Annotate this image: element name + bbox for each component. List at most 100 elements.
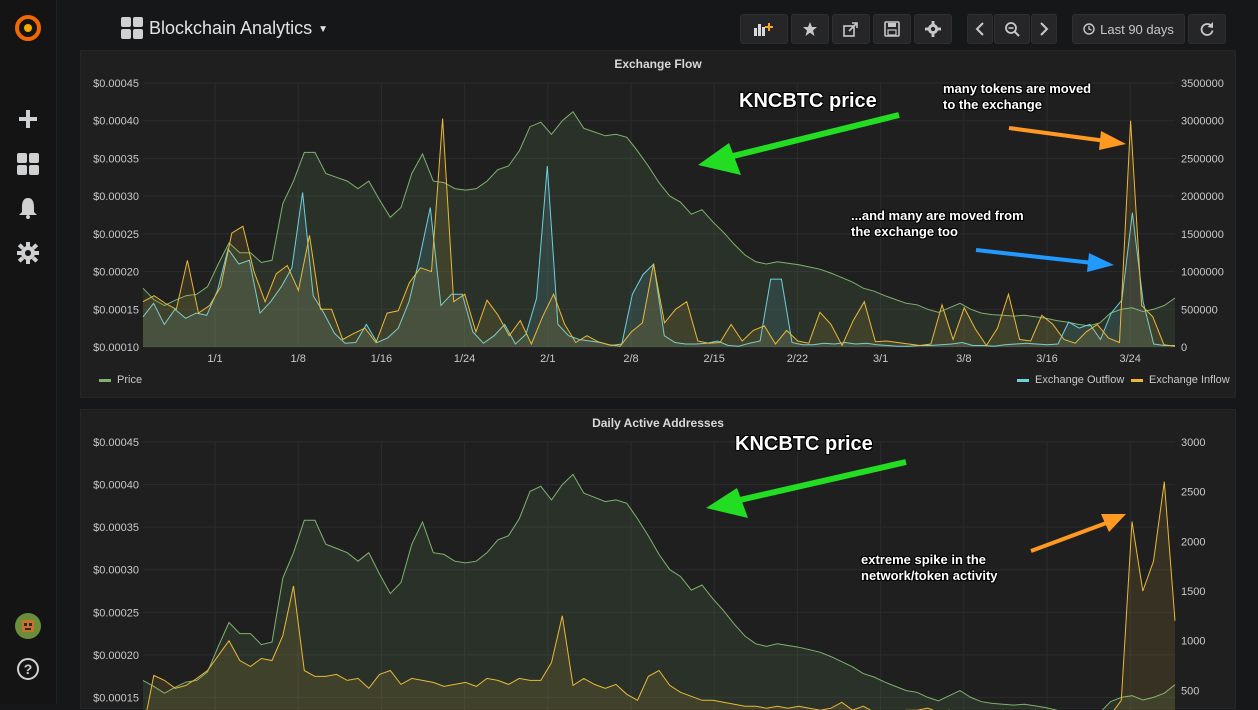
legend-swatch bbox=[1131, 378, 1143, 382]
caret-down-icon: ▼ bbox=[318, 24, 328, 35]
dashboards-icon[interactable] bbox=[12, 148, 44, 180]
refresh-icon bbox=[1200, 22, 1214, 36]
legend-swatch bbox=[99, 378, 111, 382]
y-left-tick-label: $0.00030 bbox=[93, 191, 139, 203]
save-button[interactable] bbox=[873, 14, 911, 44]
y-right-tick-label: 2000 bbox=[1181, 536, 1205, 548]
series-area bbox=[143, 118, 1175, 347]
x-tick-label: 3/16 bbox=[1036, 353, 1057, 365]
series-line bbox=[146, 481, 1176, 710]
x-tick-label: 1/8 bbox=[291, 353, 306, 365]
y-right-tick-label: 3000000 bbox=[1181, 116, 1224, 128]
y-left-tick-label: $0.00020 bbox=[93, 267, 139, 279]
y-left-tick-label: $0.00035 bbox=[93, 153, 139, 165]
y-right-tick-label: 1500 bbox=[1181, 586, 1205, 598]
help-icon[interactable]: ? bbox=[12, 653, 44, 685]
y-right-tick-label: 2500 bbox=[1181, 487, 1205, 499]
star-icon bbox=[803, 22, 817, 36]
x-tick-label: 2/22 bbox=[787, 353, 808, 365]
grafana-logo-icon[interactable] bbox=[12, 12, 44, 44]
chevron-right-icon bbox=[1040, 22, 1049, 36]
y-right-tick-label: 500000 bbox=[1181, 304, 1218, 316]
series-area bbox=[146, 481, 1175, 710]
y-left-tick-label: $0.00015 bbox=[93, 692, 139, 704]
add-panel-button[interactable] bbox=[740, 14, 788, 44]
series-line bbox=[142, 165, 1175, 347]
save-icon bbox=[884, 21, 900, 37]
y-left-tick-label: $0.00010 bbox=[93, 342, 139, 354]
legend-exchange-inflow[interactable]: Exchange Inflow bbox=[1131, 374, 1230, 386]
exchange-flow-chart[interactable]: $0.00010 $0.00015 $0.00020 $0.00025 $0.00030… bbox=[81, 51, 1237, 399]
annotation-knc-price: KNCBTC price bbox=[735, 433, 873, 455]
x-tick-label: 1/16 bbox=[371, 353, 392, 365]
x-tick-label: 3/1 bbox=[873, 353, 888, 365]
y-right-tick-label: 1500000 bbox=[1181, 229, 1224, 241]
add-panel-icon bbox=[754, 23, 773, 36]
panel-title[interactable]: Daily Active Addresses bbox=[592, 416, 724, 430]
y-right-tick-label: 3000 bbox=[1181, 437, 1205, 449]
panel-exchange-flow: Exchange Flow $0.00010 $0.00015 $0.00020 $0… bbox=[80, 50, 1236, 398]
y-right-tick-label: 3500000 bbox=[1181, 78, 1224, 90]
bell-icon[interactable] bbox=[12, 192, 44, 224]
avatar[interactable] bbox=[12, 610, 44, 642]
x-tick-label: 3/8 bbox=[956, 353, 971, 365]
y-right-tick-label: 1000000 bbox=[1181, 267, 1224, 279]
legend-price[interactable]: Price bbox=[99, 374, 142, 386]
share-button[interactable] bbox=[832, 14, 870, 44]
zoom-out-icon bbox=[1005, 22, 1020, 37]
y-left-tick-label: $0.00040 bbox=[93, 116, 139, 128]
legend-label: Price bbox=[117, 374, 143, 386]
clock-icon bbox=[1083, 23, 1095, 35]
chevron-left-icon bbox=[975, 22, 984, 36]
annotation-extreme-spike: extreme spike in the network/token activ… bbox=[861, 552, 998, 583]
legend-swatch bbox=[1017, 378, 1029, 382]
time-range-picker[interactable]: Last 90 days bbox=[1072, 14, 1185, 44]
series-line bbox=[142, 110, 1176, 327]
series-line bbox=[142, 118, 1176, 347]
x-tick-label: 1/24 bbox=[454, 353, 475, 365]
series-area bbox=[143, 474, 1175, 710]
y-right-tick-label: 500 bbox=[1181, 685, 1199, 697]
y-left-tick-label: $0.00015 bbox=[93, 304, 139, 316]
time-forward-button[interactable] bbox=[1031, 14, 1057, 44]
annotation-tokens-from-exchange: ...and many are moved from the exchange … bbox=[851, 208, 1024, 239]
time-range-label: Last 90 days bbox=[1100, 21, 1174, 37]
y-left-tick-label: $0.00025 bbox=[93, 229, 139, 241]
dashboard-title: Blockchain Analytics bbox=[149, 17, 313, 38]
y-left-tick-label: $0.00030 bbox=[93, 565, 139, 577]
svg-text:?: ? bbox=[24, 661, 33, 677]
refresh-button[interactable] bbox=[1188, 14, 1226, 44]
y-right-tick-label: 0 bbox=[1181, 342, 1187, 354]
share-icon bbox=[843, 22, 858, 37]
gear-icon[interactable] bbox=[12, 237, 44, 269]
y-left-tick-label: $0.00025 bbox=[93, 607, 139, 619]
y-right-tick-label: 2000000 bbox=[1181, 191, 1224, 203]
x-tick-label: 2/8 bbox=[623, 353, 638, 365]
panel-title[interactable]: Exchange Flow bbox=[614, 57, 702, 71]
y-right-tick-label: 2500000 bbox=[1181, 153, 1224, 165]
gear-icon bbox=[925, 21, 941, 37]
x-tick-label: 2/1 bbox=[540, 353, 555, 365]
y-left-tick-label: $0.00035 bbox=[93, 522, 139, 534]
legend-label: Exchange Outflow bbox=[1035, 374, 1125, 386]
series-area bbox=[143, 111, 1175, 347]
time-back-button[interactable] bbox=[967, 14, 993, 44]
dashboard-picker[interactable]: Blockchain Analytics ▼ bbox=[121, 17, 328, 39]
settings-button[interactable] bbox=[914, 14, 952, 44]
annotation-knc-price: KNCBTC price bbox=[739, 90, 877, 112]
y-left-tick-label: $0.00020 bbox=[93, 650, 139, 662]
legend-exchange-outflow[interactable]: Exchange Outflow bbox=[1017, 374, 1124, 386]
x-tick-label: 3/24 bbox=[1119, 353, 1140, 365]
sidebar: ? bbox=[0, 0, 57, 704]
y-left-tick-label: $0.00045 bbox=[93, 437, 139, 449]
series-area bbox=[143, 166, 1175, 347]
zoom-out-button[interactable] bbox=[994, 14, 1030, 44]
y-left-tick-label: $0.00040 bbox=[93, 480, 139, 492]
panel-daily-active-addresses: Daily Active Addresses $0.00015 $0.00020 $… bbox=[80, 409, 1237, 710]
annotation-tokens-to-exchange: many tokens are moved to the exchange bbox=[943, 81, 1092, 112]
daily-active-addresses-chart[interactable]: $0.00015 $0.00020 $0.00025 $0.00030 $0.00035… bbox=[81, 410, 1237, 710]
star-button[interactable] bbox=[791, 14, 829, 44]
y-left-tick-label: $0.00045 bbox=[93, 78, 139, 90]
y-right-tick-label: 1000 bbox=[1181, 636, 1205, 648]
plus-icon[interactable] bbox=[12, 103, 44, 135]
